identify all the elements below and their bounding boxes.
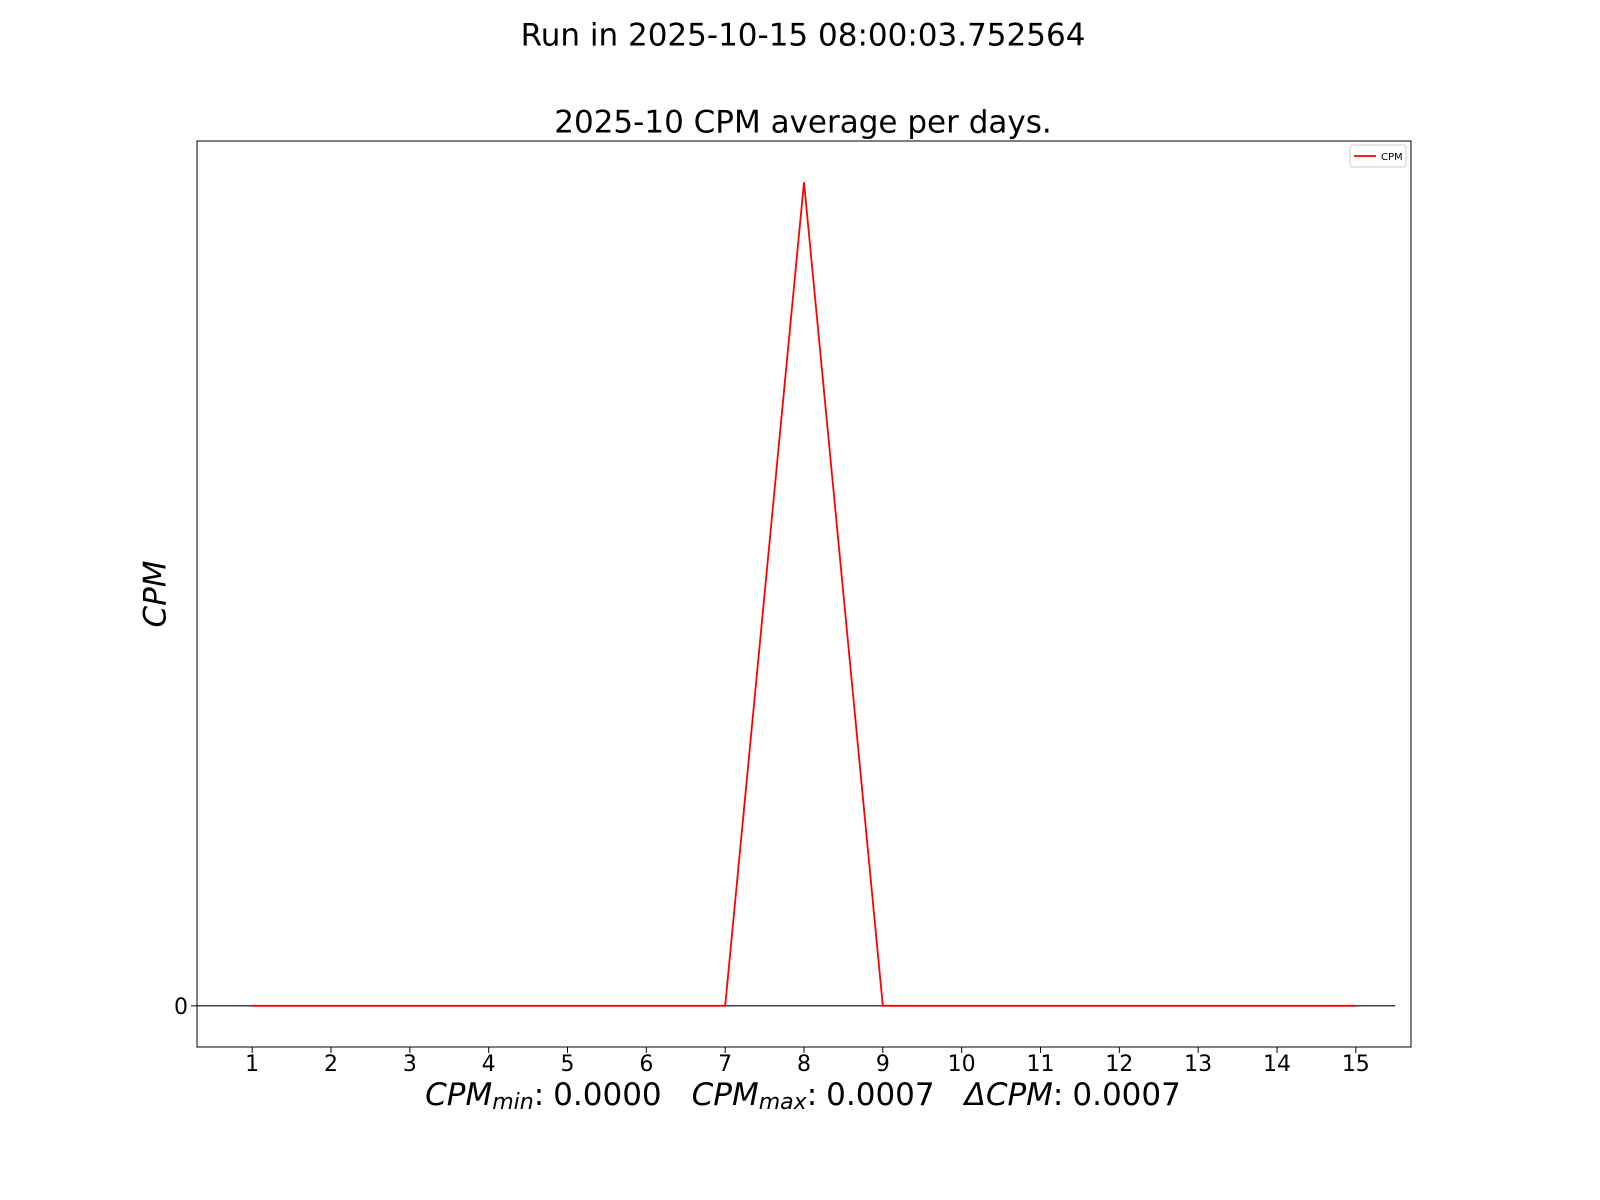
y-axis-label: CPM (138, 560, 174, 627)
stat-separator: : (534, 1077, 544, 1113)
x-tick-label: 11 (1026, 1052, 1054, 1077)
stat-separator: : (807, 1077, 817, 1113)
chart-title: 2025-10 CPM average per days. (554, 105, 1051, 141)
plot-frame (196, 140, 1412, 1048)
x-tick-label: 9 (876, 1052, 890, 1077)
stat-label: CPM (692, 1077, 759, 1113)
x-tick-label: 15 (1342, 1052, 1370, 1077)
x-tick-label: 12 (1105, 1052, 1133, 1077)
stat-label: CPM (425, 1077, 492, 1113)
stat-label: ΔCPM (963, 1077, 1053, 1113)
stat-subscript: max (759, 1090, 808, 1115)
stat-separator: : (1053, 1077, 1063, 1113)
stat-value: 0.0000 (553, 1077, 661, 1113)
legend-box (1349, 144, 1407, 168)
x-tick-label: 1 (245, 1052, 259, 1077)
x-tick-label: 14 (1263, 1052, 1291, 1077)
x-tick-label: 5 (561, 1052, 575, 1077)
x-tick-label: 8 (797, 1052, 811, 1077)
y-tick-label: 0 (174, 995, 188, 1020)
x-tick-label: 10 (948, 1052, 976, 1077)
stats-text: CPMmin: 0.0000 CPMmax: 0.0007 ΔCPM: 0.0007 (425, 1077, 1181, 1116)
x-tick-label: 2 (324, 1052, 338, 1077)
stat-subscript: min (492, 1090, 534, 1115)
data-line (252, 182, 1356, 1007)
x-tick-label: 7 (718, 1052, 732, 1077)
stat-value: 0.0007 (826, 1077, 934, 1113)
x-tick-label: 4 (482, 1052, 496, 1077)
x-tick-label: 13 (1184, 1052, 1212, 1077)
x-tick-label: 3 (403, 1052, 417, 1077)
x-tick-label: 6 (639, 1052, 653, 1077)
legend-label: CPM (1381, 152, 1403, 163)
stat-value: 0.0007 (1072, 1077, 1180, 1113)
suptitle: Run in 2025-10-15 08:00:03.752564 (521, 18, 1086, 54)
